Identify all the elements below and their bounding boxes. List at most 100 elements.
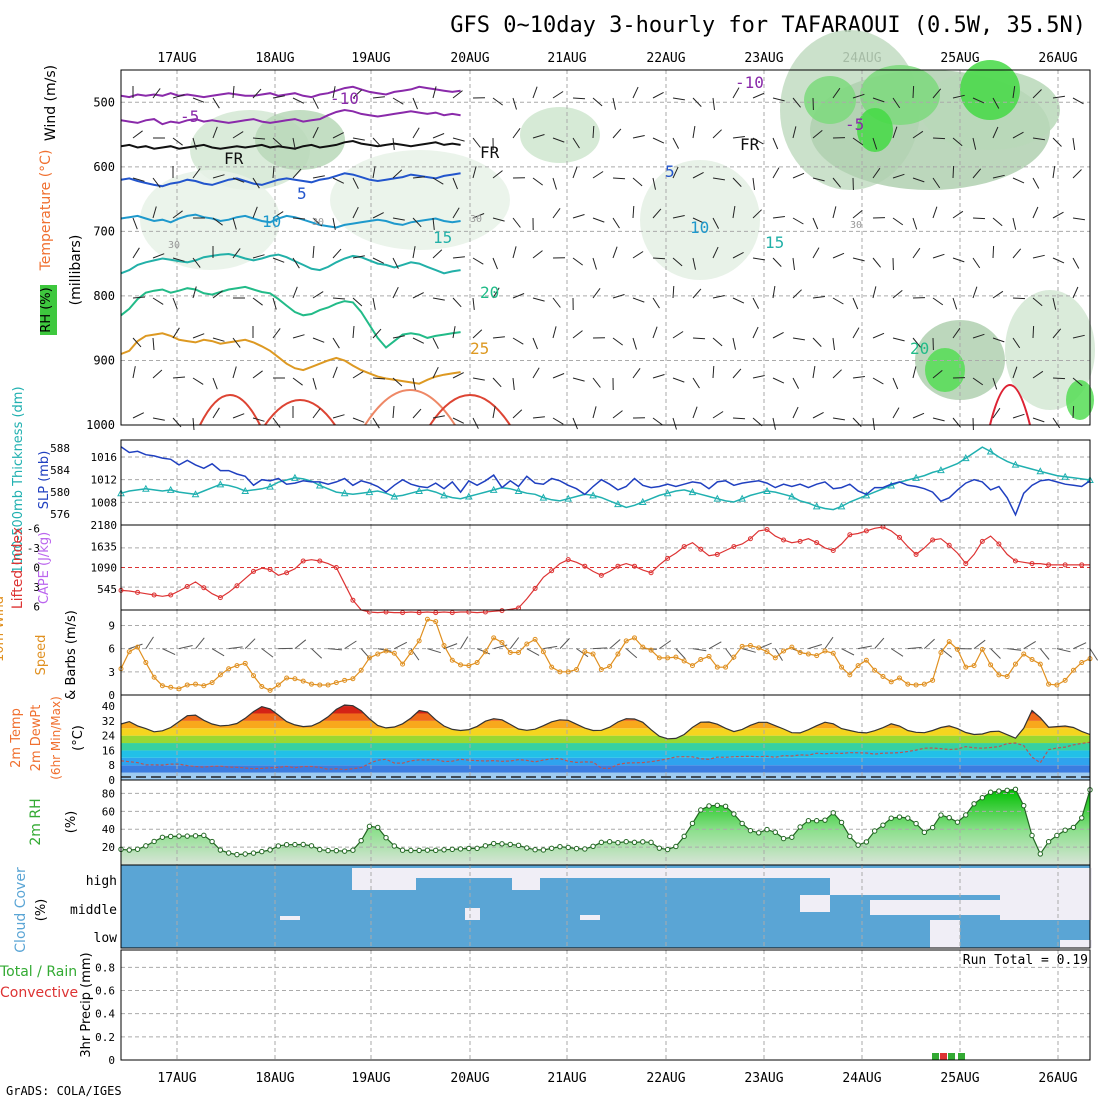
wind-speed-point bbox=[938, 650, 944, 655]
wind-speed-point bbox=[217, 672, 223, 678]
wind-speed-point bbox=[366, 655, 372, 661]
wind-barb bbox=[532, 416, 545, 419]
wind-barb bbox=[672, 215, 685, 219]
surface-wind-barb bbox=[1073, 642, 1087, 650]
lifted-point bbox=[267, 566, 273, 572]
wind-barb bbox=[892, 337, 905, 342]
thickness-point bbox=[986, 447, 995, 455]
wind-speed-point bbox=[830, 650, 836, 656]
wind-barb bbox=[372, 328, 382, 339]
wind-barb bbox=[732, 368, 742, 379]
rh-point bbox=[292, 841, 298, 848]
wind-barb bbox=[712, 411, 724, 419]
wind-barb bbox=[332, 217, 336, 230]
wind-barb bbox=[1032, 370, 1044, 379]
wind-barb bbox=[552, 208, 561, 219]
wind-barb bbox=[172, 210, 183, 219]
surface-wind-barb bbox=[858, 645, 872, 650]
wind-barb bbox=[452, 256, 465, 259]
wind-speed-point bbox=[1004, 673, 1010, 679]
rh-point bbox=[1054, 832, 1060, 839]
temp-band bbox=[121, 706, 1090, 714]
wind-barb bbox=[212, 407, 220, 419]
wind-speed-point bbox=[963, 664, 969, 670]
pressure-tick: 800 bbox=[93, 289, 115, 303]
rh-point bbox=[540, 847, 547, 853]
wind-barb bbox=[312, 217, 323, 227]
rh-point bbox=[283, 841, 290, 848]
axis-label-rh-unit: (%) bbox=[64, 811, 79, 834]
surface-wind-barb bbox=[625, 648, 638, 659]
wind-barb bbox=[1052, 417, 1061, 429]
wind-barb bbox=[712, 246, 719, 259]
wind-barb bbox=[152, 253, 165, 259]
surface-wind-barb bbox=[824, 636, 834, 649]
isotherm-label: -10 bbox=[330, 89, 359, 108]
surface-wind-barb bbox=[659, 640, 672, 650]
wind-barb bbox=[352, 89, 363, 99]
wind-barb bbox=[392, 335, 405, 339]
rh-point bbox=[963, 812, 969, 818]
wind-speed-point bbox=[598, 667, 604, 672]
thickness-point bbox=[663, 489, 672, 497]
surface-wind-barb bbox=[559, 638, 570, 649]
lifted-point bbox=[201, 585, 207, 591]
wind-barb bbox=[872, 332, 885, 339]
rh-point bbox=[830, 810, 836, 816]
rh-shading bbox=[857, 108, 893, 152]
wind-barb bbox=[412, 176, 425, 179]
rh-point bbox=[317, 846, 323, 853]
wind-barb bbox=[352, 255, 365, 259]
lifted-point bbox=[1062, 562, 1068, 568]
wind-speed-point bbox=[946, 639, 952, 645]
wind-speed-point bbox=[391, 650, 397, 656]
wind-barb bbox=[712, 97, 715, 110]
rh-point bbox=[217, 847, 224, 853]
wind-barb bbox=[572, 166, 578, 179]
wind-barb bbox=[312, 126, 319, 139]
surface-wind-barb bbox=[228, 646, 243, 650]
lifted-point bbox=[1079, 562, 1085, 568]
wind-speed-point bbox=[226, 666, 232, 672]
wind-barb bbox=[212, 174, 225, 179]
wind-barb bbox=[432, 337, 439, 349]
wind-barb bbox=[932, 370, 943, 379]
wind-speed-point bbox=[375, 651, 381, 657]
axis-label-temperature: Temperature (°C) bbox=[38, 150, 54, 272]
wind-barb bbox=[732, 177, 742, 187]
wind-barb bbox=[592, 257, 597, 270]
wind-speed-point bbox=[184, 682, 190, 688]
wind-barb bbox=[972, 286, 978, 299]
wind-barb bbox=[252, 137, 266, 140]
thickness-tick: 584 bbox=[50, 464, 70, 477]
wind-speed-point bbox=[756, 645, 762, 651]
axis-label-minmax: (6hr Min/Max) bbox=[49, 696, 63, 780]
date-label-top: 19AUG bbox=[351, 51, 390, 66]
wind-barb bbox=[512, 409, 523, 419]
rh-point bbox=[383, 835, 389, 841]
wind-speed-point bbox=[424, 616, 430, 622]
wind-speed-point bbox=[665, 655, 671, 661]
wind-barb bbox=[232, 217, 237, 230]
wind-speed-point bbox=[292, 676, 298, 682]
rh-shading bbox=[1005, 290, 1095, 410]
wind-barb bbox=[612, 97, 616, 110]
wind-barb bbox=[832, 177, 841, 188]
wind-speed-point bbox=[325, 682, 331, 688]
clear-patch bbox=[1000, 890, 1092, 920]
series-lifted-index-line bbox=[120, 526, 1090, 614]
wind-barb bbox=[752, 92, 765, 99]
wind-barb bbox=[412, 292, 424, 299]
wind-barb bbox=[792, 172, 805, 179]
wind-barb bbox=[232, 413, 245, 419]
thickness-point bbox=[166, 485, 175, 493]
wind-barb bbox=[212, 217, 223, 226]
cloud-row-label: low bbox=[94, 931, 118, 946]
wind-barb bbox=[332, 248, 342, 259]
wind-barb bbox=[832, 369, 842, 379]
wind-speed-point bbox=[275, 682, 281, 688]
surface-wind-barb bbox=[261, 648, 274, 658]
wind-barb bbox=[792, 217, 804, 225]
wind-barb bbox=[852, 297, 859, 310]
surface-wind-barb bbox=[294, 639, 307, 650]
